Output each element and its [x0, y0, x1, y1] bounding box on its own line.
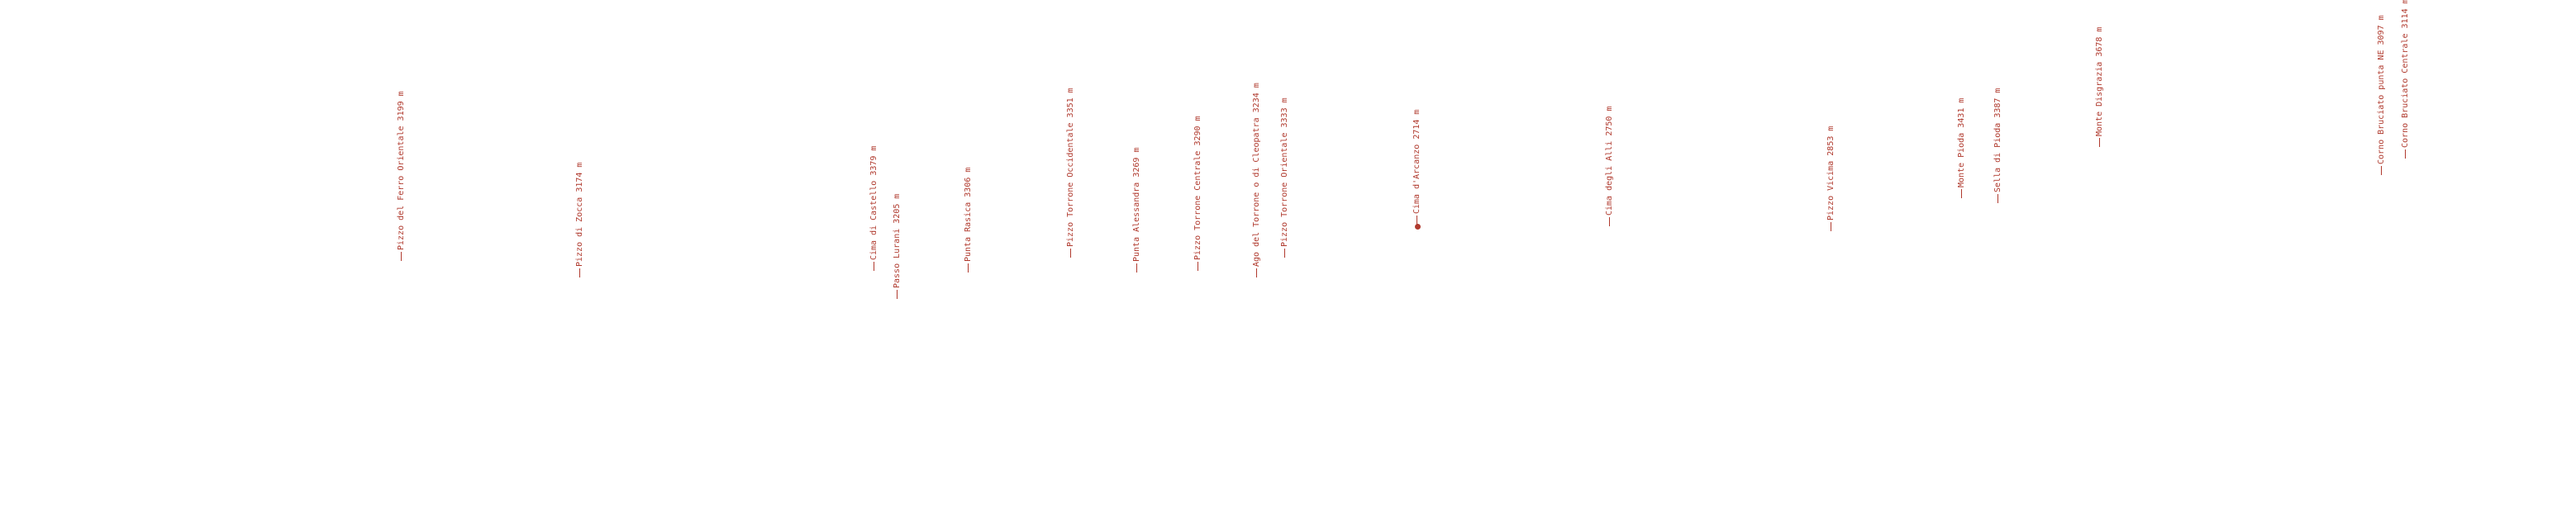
peak-elevation: 2750 m — [1605, 106, 1614, 136]
peak-elevation: 3199 m — [397, 91, 406, 121]
peak-elevation: 3269 m — [1132, 147, 1141, 178]
peak-label-text: Pizzo Torrone Centrale 3290 m — [1193, 116, 1202, 271]
peak-label-text: Monte Pioda 3431 m — [1957, 97, 1966, 198]
peak-name: Ago del Torrone o di Cleopatra — [1252, 117, 1261, 267]
peak-elevation: 3290 m — [1193, 116, 1202, 146]
peak-name: Pizzo di Zocca — [575, 197, 584, 267]
peak-name: Corno Bruciato punta NE — [2377, 50, 2386, 164]
peak-label-text: Cima d'Arcanzo 2714 m — [1412, 109, 1421, 225]
peak-name: Monte Disgrazia — [2095, 61, 2104, 136]
peak-elevation: 3387 m — [1993, 88, 2002, 118]
peak-name: Pizzo Torrone Centrale — [1193, 150, 1202, 260]
peak-leader-line — [896, 290, 898, 299]
peak-label-text: Pizzo Torrone Orientale 3333 m — [1280, 97, 1289, 258]
peak-label-text: Cima degli Alli 2750 m — [1605, 106, 1614, 226]
peak-label-text: Corno Bruciato punta NE 3097 m — [2377, 15, 2386, 175]
peak-leader-line — [1608, 217, 1610, 226]
peak-label-text: Pizzo Torrone Occidentale 3351 m — [1066, 88, 1075, 258]
peak-leader-line — [579, 268, 580, 277]
peak-elevation: 2714 m — [1412, 109, 1421, 140]
peak-name: Pizzo Torrone Orientale — [1280, 132, 1289, 247]
peak-elevation: 3114 m — [2401, 0, 2410, 29]
peak-name: Corno Bruciato Centrale — [2401, 33, 2410, 148]
peak-name: Punta Rasica — [964, 201, 973, 262]
peak-leader-line — [1960, 189, 1962, 198]
peak-name: Sella di Pioda — [1993, 122, 2002, 192]
peak-label-text: Corno Bruciato Centrale 3114 m — [2401, 0, 2410, 159]
peak-elevation: 3097 m — [2377, 15, 2386, 45]
peak-label-text: Pizzo Vicima 2853 m — [1826, 126, 1836, 231]
peak-label-text: Punta Alessandra 3269 m — [1132, 147, 1141, 273]
peak-elevation: 3678 m — [2095, 26, 2104, 57]
peak-leader-line — [1283, 249, 1285, 258]
peak-name: Cima di Castello — [869, 180, 879, 260]
peak-leader-line — [2098, 138, 2100, 147]
peak-elevation: 3333 m — [1280, 97, 1289, 128]
peak-label-text: Punta Rasica 3306 m — [964, 168, 973, 273]
peak-elevation: 3351 m — [1066, 88, 1075, 118]
peak-marker-dot-icon — [1415, 224, 1421, 230]
peak-elevation: 3306 m — [964, 167, 973, 197]
peak-leader-line — [1069, 249, 1071, 258]
peak-label-text: Passo Lurani 3205 m — [893, 194, 902, 299]
peak-name: Cima degli Alli — [1605, 140, 1614, 216]
peak-name: Pizzo Vicima — [1826, 160, 1836, 220]
peak-label-text: Sella di Pioda 3387 m — [1993, 88, 2002, 203]
peak-leader-line — [1255, 268, 1257, 277]
peak-elevation: 2853 m — [1826, 126, 1836, 156]
peak-leader-line — [967, 263, 969, 273]
peak-name: Monte Pioda — [1957, 132, 1966, 187]
peak-elevation: 3431 m — [1957, 97, 1966, 128]
peak-elevation: 3234 m — [1252, 83, 1261, 113]
peak-leader-line — [1997, 194, 1998, 203]
peak-leader-line — [400, 252, 402, 261]
peak-elevation: 3205 m — [893, 193, 902, 224]
peak-label-text: Cima di Castello 3379 m — [869, 145, 879, 271]
peak-elevation: 3379 m — [869, 145, 879, 176]
peak-label-text: Ago del Torrone o di Cleopatra 3234 m — [1252, 83, 1261, 277]
peak-name: Pizzo Torrone Occidentale — [1066, 122, 1075, 247]
peak-label-text: Pizzo di Zocca 3174 m — [575, 162, 584, 277]
peak-name: Passo Lurani — [893, 228, 902, 288]
peak-label-text: Pizzo del Ferro Orientale 3199 m — [397, 91, 406, 261]
peak-elevation: 3174 m — [575, 162, 584, 192]
peak-leader-line — [2404, 149, 2406, 159]
peak-leader-line — [2380, 166, 2382, 175]
peak-name: Cima d'Arcanzo — [1412, 144, 1421, 214]
peak-name: Punta Alessandra — [1132, 182, 1141, 262]
peak-name: Pizzo del Ferro Orientale — [397, 126, 406, 250]
peak-label-text: Monte Disgrazia 3678 m — [2095, 26, 2104, 147]
peak-leader-line — [1136, 263, 1137, 273]
